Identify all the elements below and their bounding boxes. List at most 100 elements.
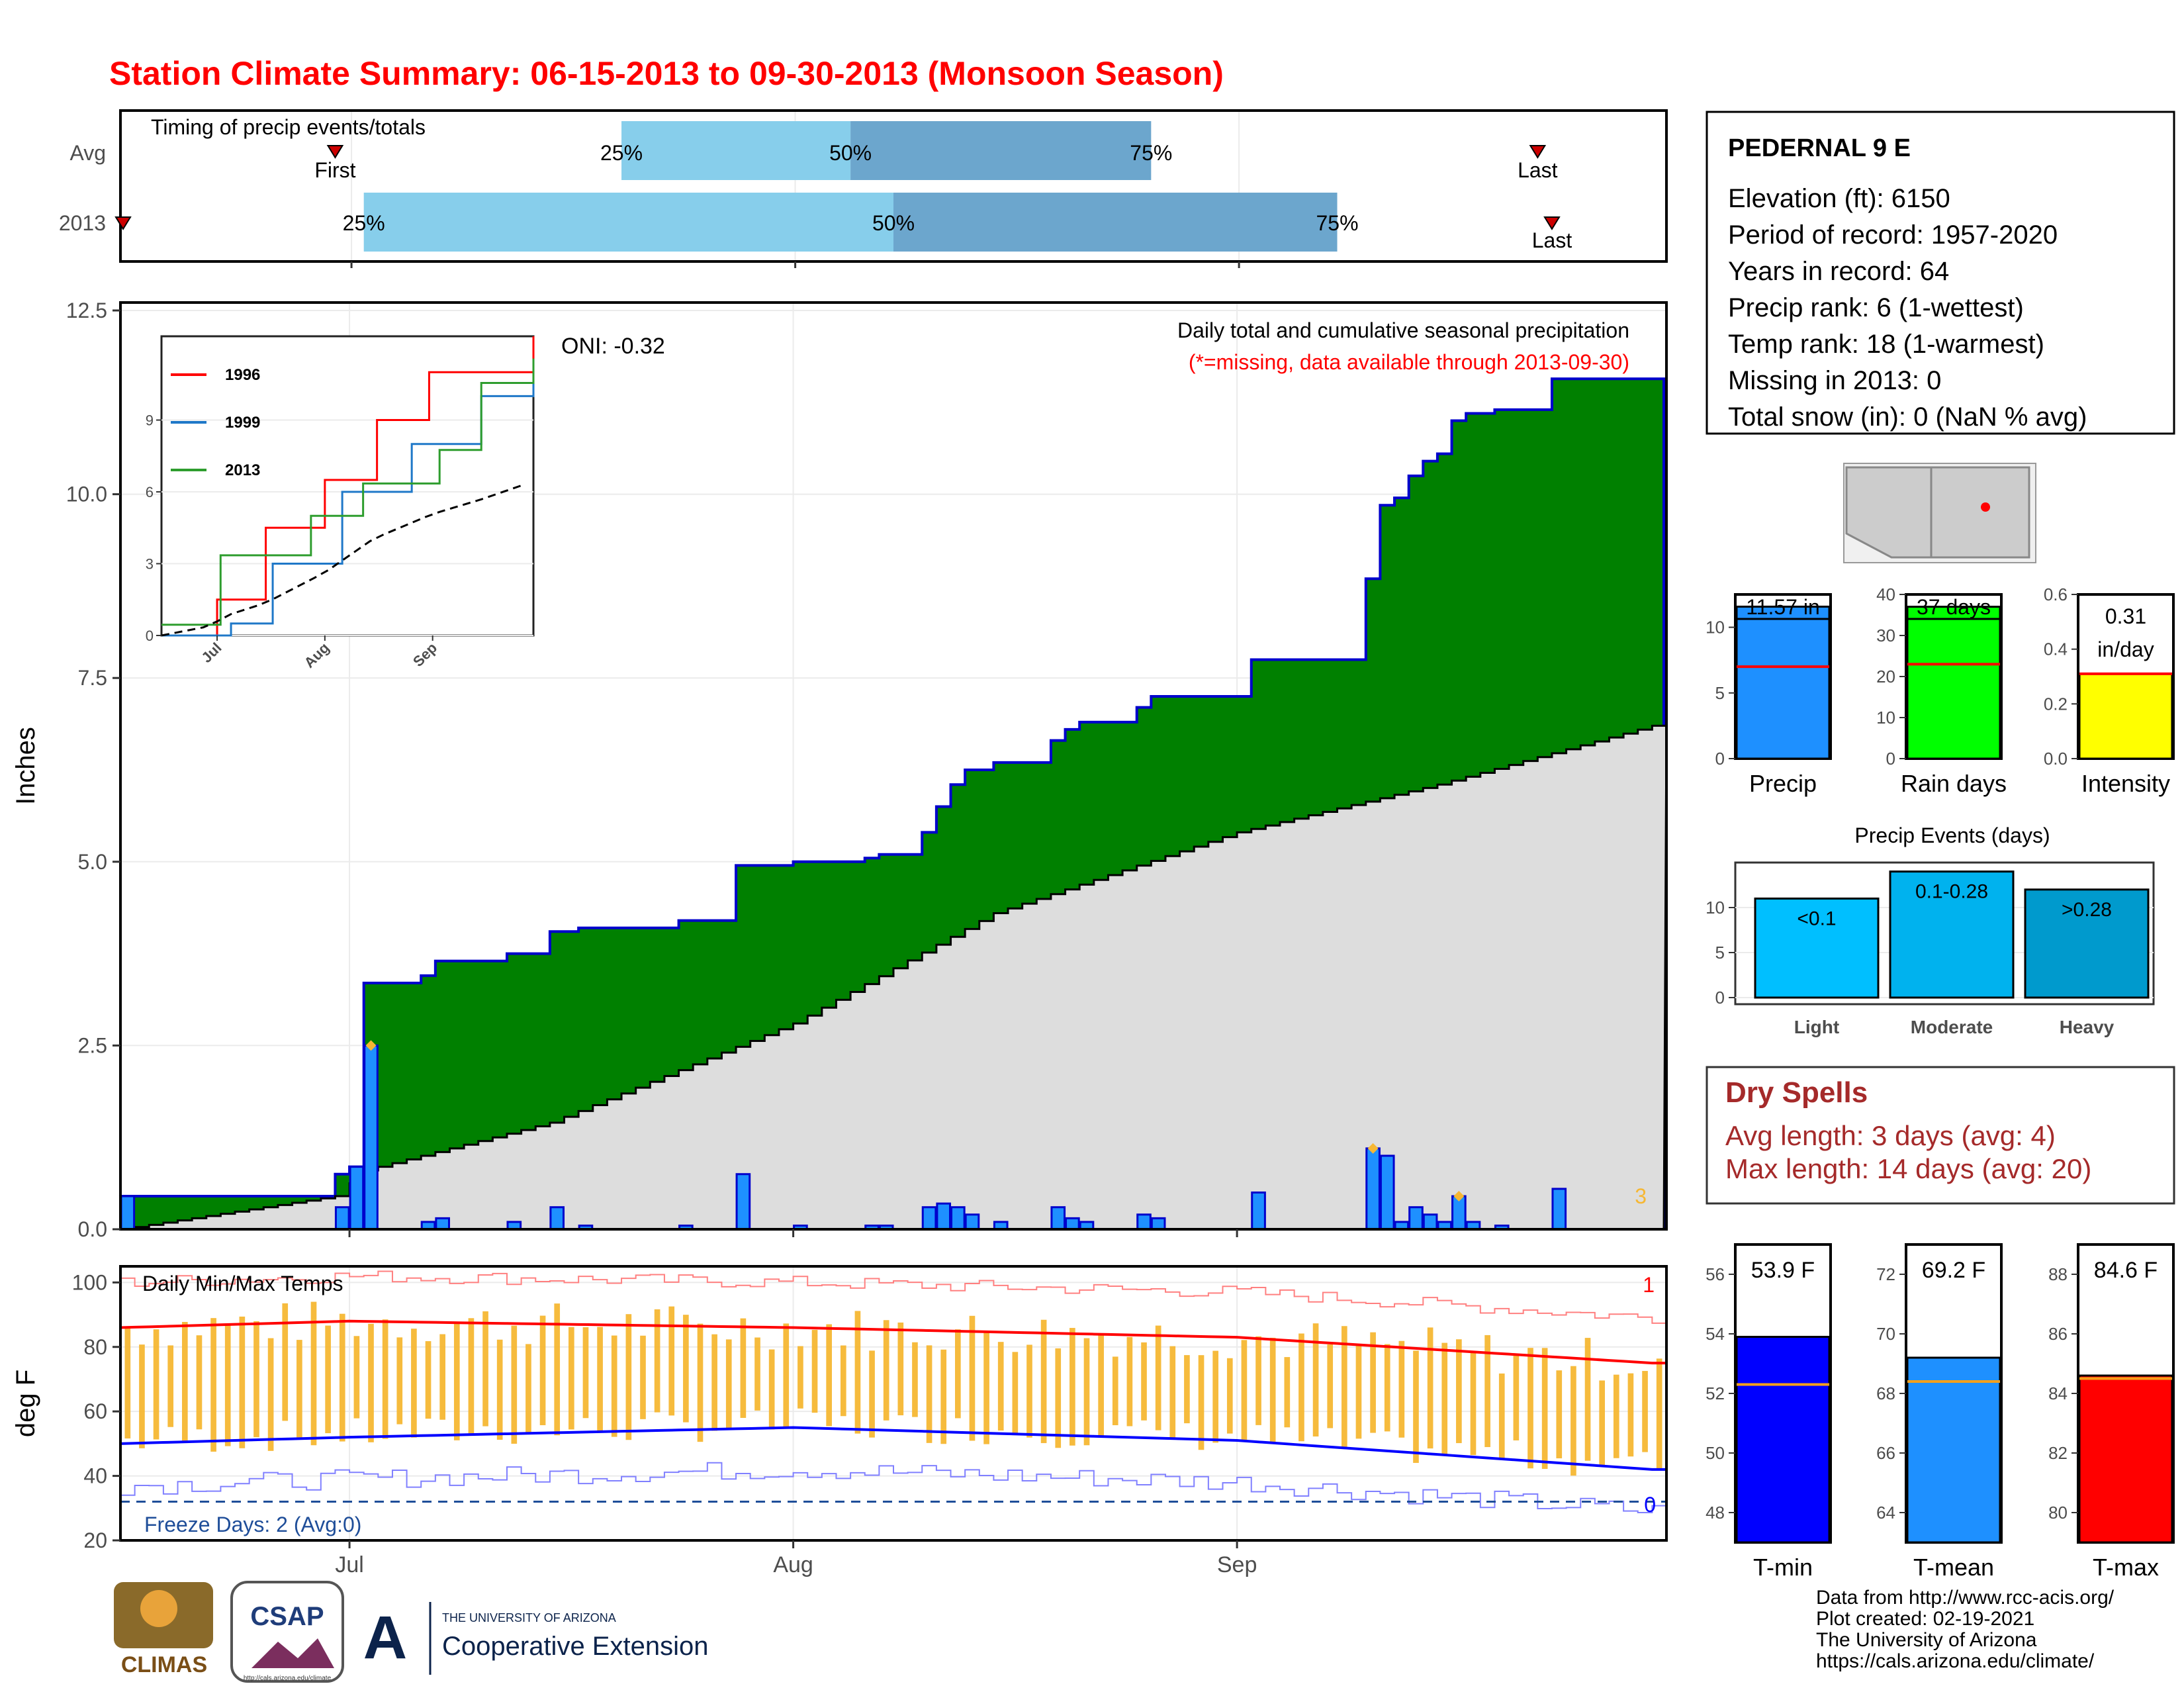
- daily-temp-range-bar: [1427, 1327, 1433, 1449]
- precip-events-bar-label: <0.1: [1797, 908, 1836, 929]
- tmean-summary-y-tick-label: 64: [1876, 1503, 1895, 1523]
- precip-events-chart: Precip Events (days) <0.1 Light 0.1-0.28 Mo…: [1706, 823, 2155, 1037]
- daily-temp-range-bar: [582, 1327, 589, 1419]
- precip-y-axis-label: Inches: [11, 727, 40, 805]
- csap-logo-mountains: [251, 1638, 334, 1668]
- daily-precip-bar: [349, 1166, 365, 1231]
- station-info-panel: PEDERNAL 9 E Elevation (ft): 6150 Period …: [1706, 111, 2175, 435]
- daily-temp-range-bar: [468, 1318, 475, 1435]
- precip-summary-y-tick-label: 5: [1715, 683, 1725, 703]
- daily-temp-range-bar: [1398, 1340, 1405, 1438]
- precip-events-bar-label: 0.1-0.28: [1915, 881, 1988, 903]
- climas-logo-text: CLIMAS: [121, 1652, 207, 1677]
- csap-logo-url: http://cals.arizona.edu/climate: [244, 1675, 332, 1682]
- temp-x-tick-label: Aug: [773, 1552, 813, 1577]
- daily-temp-range-bar: [1556, 1370, 1563, 1459]
- seasonal-summary-bars: 0 5 10 Precip 11.57 in 0 10 20 30 40 Rain days 37 d…: [1706, 585, 2175, 797]
- daily-temp-range-bar: [496, 1339, 503, 1440]
- timing-row-2013-label: 2013: [59, 211, 106, 235]
- figure-title: Station Climate Summary: 06-15-2013 to 0…: [109, 55, 1224, 92]
- daily-temp-range-bar: [1298, 1333, 1304, 1442]
- daily-temp-range-bar: [425, 1341, 432, 1419]
- daily-temp-range-bar: [153, 1329, 159, 1440]
- map-new-mexico-shape: [1930, 466, 2030, 559]
- daily-temp-range-bar: [253, 1321, 259, 1438]
- daily-temp-range-bar: [310, 1301, 317, 1446]
- daily-temp-range-bar: [783, 1323, 790, 1427]
- university-of-arizona-logo: A THE UNIVERSITY OF ARIZONA Cooperative …: [363, 1602, 708, 1675]
- footer-university: The University of Arizona: [1816, 1629, 2037, 1651]
- daily-temp-range-bar: [1284, 1357, 1291, 1428]
- tmax-summary-value: 84.6 F: [2094, 1258, 2158, 1283]
- station-info-line: Elevation (ft): 6150: [1728, 184, 1950, 213]
- timing-avg-bar-q25-q50: [621, 121, 851, 180]
- daily-temp-range-bar: [554, 1303, 561, 1436]
- precip-extreme-marker: [1453, 1191, 1465, 1202]
- csap-logo: CSAP http://cals.arizona.edu/climate: [230, 1581, 344, 1683]
- daily-temp-range-bar: [1656, 1358, 1662, 1470]
- raindays-summary-y-tick-label: 10: [1876, 708, 1895, 727]
- timing-row-avg-label: Avg: [69, 141, 106, 165]
- precip-y-tick-label: 0.0: [78, 1217, 107, 1241]
- timing-title: Timing of precip events/totals: [151, 115, 426, 139]
- timing-2013-p25-label: 25%: [343, 211, 385, 235]
- daily-temp-range-bar: [711, 1334, 717, 1431]
- inset-legend-label: 1996: [225, 366, 260, 384]
- footer-credits: Data from http://www.rcc-acis.org/ Plot …: [1816, 1587, 2115, 1672]
- daily-precip-bar: [363, 1044, 379, 1231]
- tmin-summary-y-tick-label: 50: [1706, 1443, 1725, 1463]
- daily-temp-range-bar: [1155, 1325, 1161, 1430]
- station-info-line: Temp rank: 18 (1-warmest): [1728, 330, 2044, 359]
- tmin-summary-label: T-min: [1753, 1554, 1813, 1581]
- daily-temp-range-bar: [539, 1315, 546, 1425]
- daily-temp-range-bar: [1627, 1373, 1634, 1457]
- precip-y-tick-label: 2.5: [78, 1033, 107, 1057]
- daily-temp-range-bar: [697, 1323, 704, 1442]
- tmean-summary-label: T-mean: [1913, 1554, 1994, 1581]
- daily-temp-range-bar: [139, 1344, 145, 1448]
- station-info-line: Years in record: 64: [1728, 257, 1949, 286]
- precip-events-title: Precip Events (days): [1854, 823, 2050, 847]
- daily-temp-range-bar: [826, 1324, 832, 1427]
- daily-temp-range-bar: [411, 1329, 417, 1438]
- tmin-summary-y-tick-label: 54: [1706, 1324, 1725, 1344]
- timing-2013-bar-q50-q75: [893, 193, 1338, 252]
- daily-temp-range-bar: [1513, 1355, 1520, 1440]
- daily-temp-range-bar: [525, 1344, 531, 1433]
- daily-precip-bar: [964, 1213, 980, 1231]
- daily-temp-range-bar: [725, 1339, 732, 1430]
- daily-temp-range-bar: [1083, 1338, 1090, 1446]
- daily-temp-range-bar: [1342, 1326, 1347, 1447]
- daily-temp-range-bar: [611, 1335, 617, 1437]
- intensity-summary-bar: [2078, 673, 2173, 760]
- station-info-line: Missing in 2013: 0: [1728, 366, 1941, 395]
- intensity-summary-y-tick-label: 0.6: [2044, 585, 2068, 604]
- daily-precip-bar: [1251, 1191, 1266, 1231]
- daily-temp-range-bar: [1098, 1335, 1104, 1436]
- daily-temp-range-bar: [1599, 1380, 1605, 1466]
- daily-temp-range-bar: [511, 1325, 518, 1444]
- tmin-summary-value: 53.9 F: [1751, 1258, 1815, 1283]
- ua-block-a-icon: A: [363, 1604, 407, 1671]
- raindays-summary-y-tick-label: 20: [1876, 667, 1895, 686]
- record-low-line: [120, 1462, 1666, 1514]
- timing-avg-bar-q50-q75: [850, 121, 1152, 180]
- daily-temp-range-bar: [1441, 1342, 1448, 1455]
- inset-legend-label: 1999: [225, 414, 260, 432]
- daily-precip-bar: [936, 1202, 952, 1231]
- daily-temp-range-bar: [1613, 1374, 1619, 1458]
- location-map: [1843, 463, 2036, 563]
- daily-temp-range-bar: [210, 1318, 216, 1452]
- tmax-summary-y-tick-label: 84: [2048, 1383, 2068, 1403]
- daily-temp-range-bar: [997, 1342, 1004, 1431]
- freeze-days-label: Freeze Days: 2 (Avg:0): [144, 1513, 361, 1536]
- timing-avg-last-marker: [1529, 145, 1547, 159]
- daily-precip-bar: [435, 1217, 450, 1231]
- daily-temp-range-bar: [1413, 1350, 1419, 1463]
- intensity-summary-y-tick-label: 0.0: [2044, 749, 2068, 769]
- precip-y-tick-label: 10.0: [66, 483, 107, 506]
- precip-panel-frame: [119, 301, 1668, 1231]
- temp-y-tick-label: 20: [83, 1528, 107, 1552]
- daily-temp-range-bar: [124, 1328, 131, 1439]
- intensity-summary-y-tick-label: 0.2: [2044, 694, 2068, 714]
